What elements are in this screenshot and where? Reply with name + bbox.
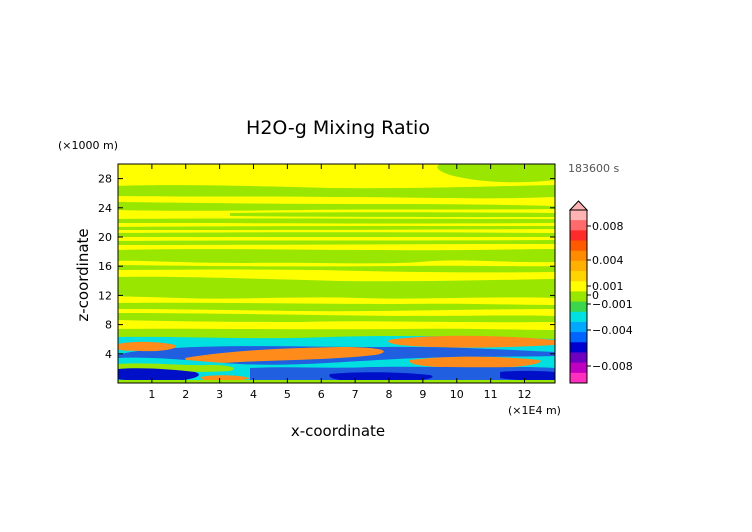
colorbar-swatch <box>570 372 587 384</box>
plot-frame <box>117 163 556 384</box>
region-light-band <box>118 380 555 383</box>
region-light-band <box>118 276 555 299</box>
colorbar-top-arrow <box>568 200 589 211</box>
x-ticks: 1 2 3 4 5 6 7 8 9 10 11 12 <box>148 164 532 401</box>
chart-title: H2O-g Mixing Ratio <box>246 117 430 139</box>
y-unit-label: (×1000 m) <box>58 139 118 152</box>
x-tick-label: 9 <box>419 388 426 401</box>
colorbar-swatch <box>570 220 587 231</box>
y-tick-label: 28 <box>98 173 112 186</box>
colorbar-swatch <box>570 210 587 221</box>
region-orange <box>409 356 541 368</box>
colorbar-swatch <box>570 281 587 292</box>
colorbar-swatch <box>570 301 587 313</box>
x-tick-label: 2 <box>182 388 189 401</box>
region-orange <box>118 341 176 352</box>
region-light-band <box>118 185 555 199</box>
region-orange <box>185 347 384 364</box>
colorbar-tick-label: 0 <box>592 289 599 302</box>
colorbar-swatch <box>570 250 587 262</box>
region-light-band <box>118 202 555 211</box>
region-dark-blue <box>500 370 555 381</box>
x-tick-label: 10 <box>450 388 464 401</box>
colorbar-tick-label: 0.001 <box>592 280 624 293</box>
colorbar-swatch <box>570 352 587 364</box>
colorbar-swatch <box>570 321 587 333</box>
y-tick-label: 4 <box>105 348 112 361</box>
x-tick-label: 1 <box>148 388 155 401</box>
region-light-band <box>118 218 555 224</box>
y-tick-label: 20 <box>98 231 112 244</box>
region-light-band <box>118 265 555 273</box>
x-tick-label: 3 <box>216 388 223 401</box>
colorbar-swatch <box>570 230 587 242</box>
region-light-band <box>230 212 555 217</box>
heatmap-field <box>118 164 555 383</box>
colorbar-swatch <box>570 240 587 252</box>
x-tick-label: 7 <box>352 388 359 401</box>
region-orange <box>388 335 555 348</box>
region-light-band <box>118 249 555 264</box>
region-light-band <box>437 164 555 183</box>
region-light-band <box>118 302 555 312</box>
colorbar-swatch <box>570 342 587 353</box>
colorbar-swatch <box>570 311 587 323</box>
colorbar <box>568 200 589 384</box>
y-tick-label: 12 <box>98 289 112 302</box>
y-tick-label: 8 <box>105 319 112 332</box>
colorbar-swatch <box>570 291 587 303</box>
x-tick-label: 11 <box>484 388 498 401</box>
x-tick-label: 6 <box>318 388 325 401</box>
y-axis-label: z-coordinate <box>74 228 92 321</box>
region-light-band <box>118 232 555 237</box>
region-light-band <box>118 313 555 323</box>
x-axis-label: x-coordinate <box>291 422 385 440</box>
colorbar-swatch <box>570 271 587 282</box>
region-dark-blue <box>118 368 199 381</box>
x-tick-label: 8 <box>386 388 393 401</box>
colorbar-swatch <box>570 260 587 272</box>
x-tick-label: 5 <box>284 388 291 401</box>
colorbar-tick-label: −0.001 <box>592 298 633 311</box>
x-tick-label: 4 <box>250 388 257 401</box>
y-ticks: 4 8 12 16 20 24 28 <box>98 173 555 361</box>
colorbar-swatch <box>570 332 587 343</box>
colorbar-tick-label: 0.004 <box>592 254 624 267</box>
colorbar-tick-label: −0.008 <box>592 360 633 373</box>
x-tick-label: 12 <box>518 388 532 401</box>
y-tick-label: 16 <box>98 260 112 273</box>
colorbar-tick-label: −0.004 <box>592 324 633 337</box>
region-light-band <box>118 240 555 245</box>
y-tick-label: 24 <box>98 202 112 215</box>
x-unit-label: (×1E4 m) <box>508 404 561 417</box>
region-orange <box>200 375 250 382</box>
region-light-band <box>118 226 555 230</box>
colorbar-swatch <box>570 362 587 374</box>
time-label: 183600 s <box>568 162 619 175</box>
colorbar-tick-label: 0.008 <box>592 220 624 233</box>
